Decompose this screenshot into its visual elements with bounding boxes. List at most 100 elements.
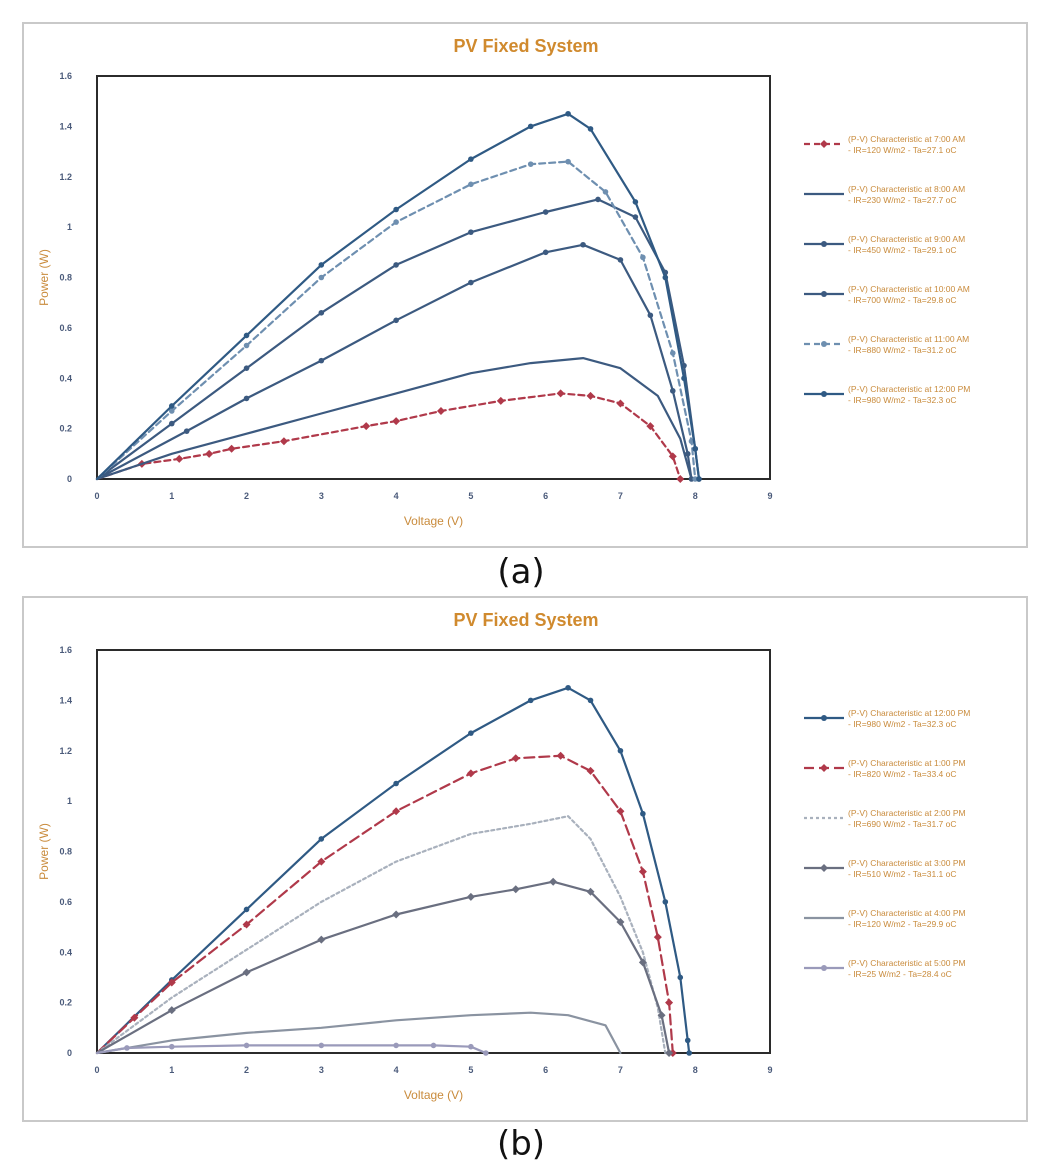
chart-0-series-4-point [565,158,571,165]
chart-0-x-tick-label: 8 [693,491,698,501]
chart-1-y-tick-label: 1.2 [59,746,72,756]
chart-0-series-2-line [95,243,693,481]
chart-1-series-3-point [167,1006,176,1015]
chart-0-y-axis-label: Power (W) [37,249,51,306]
chart-0-x-tick-label: 0 [94,491,99,501]
chart-0-series-5-line [95,112,701,481]
chart-1-series-0-line [95,686,691,1055]
chart-1-series-3-point [638,958,647,967]
chart-0-series-0-point [392,417,401,426]
chart-1-y-tick-label: 1.6 [59,645,72,655]
chart-1-series-1-point [665,998,674,1007]
chart-0-series-4-point [602,189,609,195]
chart-1-series-3-point [317,935,326,944]
chart-1-legend-2-label: (P-V) Characteristic at 2:00 PM - IR=690 … [848,808,966,829]
chart-1-y-tick-label: 1.4 [59,695,72,705]
chart-0-series-0-point [227,444,236,453]
chart-0-series-3-point [318,309,325,316]
chart-0-series-0-point [436,406,445,415]
chart-1-series-5-point [468,1043,474,1050]
chart-1-y-tick-label: 0.2 [59,998,72,1008]
chart-1-series-1-point [511,754,520,763]
chart-0-x-tick-label: 6 [543,491,548,501]
chart-1-series-0-point [565,684,571,691]
chart-0-series-5-point [468,156,474,162]
chart-0-series-5-point [632,199,639,205]
chart-0-legend-3-marker [821,291,827,297]
chart-1-x-tick-label: 7 [618,1065,623,1075]
pv-chart-a: PV Fixed System 0 1 2 3 4 5 6 7 8 9 0 0.2 0.4 0.6 0.8 1 1… [37,36,970,528]
chart-1-x-axis-label: Voltage (V) [404,1088,463,1102]
chart-0-series-2-point [468,279,474,286]
chart-0-series-2-point [183,428,190,434]
chart-0-legend-0-label: (P-V) Characteristic at 7:00 AM - IR=120 … [848,134,965,155]
chart-1-series-2-line [95,815,667,1055]
chart-0-legend-3-label: (P-V) Characteristic at 10:00 AM - IR=700… [848,284,970,305]
chart-1-series-5-line [95,1044,487,1055]
chart-1-legend-3-marker [820,864,828,872]
chart-0-legend-1-label: (P-V) Characteristic at 8:00 AM - IR=230 … [848,184,965,205]
chart-1-series-0-point [527,697,534,704]
chart-0-series-2-point [669,388,676,394]
chart-0-legend-0-marker [820,140,828,148]
chart-0-series-0-point [616,399,625,408]
chart-0-series-5-point [662,274,669,281]
chart-0-series-1-line [95,357,693,481]
chart-1-legend-4-label: (P-V) Characteristic at 4:00 PM - IR=120 … [848,908,966,929]
chart-0-series-3-line [95,198,701,481]
chart-0-series-5-point [243,332,250,339]
chart-1-legend-3-label: (P-V) Characteristic at 3:00 PM - IR=510 … [848,858,966,879]
chart-0-series-2-point [318,357,325,364]
chart-1-series-0-point [318,836,325,842]
chart-1-x-tick-label: 0 [94,1065,99,1075]
chart-1-series-0-point [686,1050,693,1056]
chart-0-series-3-point [393,262,399,268]
chart-0-y-tick-label: 1.6 [59,71,72,81]
chart-0-y-tick-label: 0.2 [59,424,72,434]
chart-0-series-0-line [95,392,682,481]
chart-1-series-5-point [318,1042,325,1049]
chart-1-series-5-point [393,1042,399,1049]
chart-1-y-tick-label: 0.6 [59,897,72,907]
chart-0-y-tick-label: 1 [67,222,72,232]
chart-0-legend-2-label: (P-V) Characteristic at 9:00 AM - IR=450 … [848,234,965,255]
chart-0-series-0-point [586,391,595,400]
chart-1-series-5-point [243,1042,250,1049]
chart-1-series-0-point [684,1037,691,1044]
chart-0-x-tick-label: 1 [169,491,174,501]
chart-1-y-tick-label: 0 [67,1048,72,1058]
chart-0-legend-2-marker [821,241,827,247]
chart-1-series-1-line [95,754,674,1055]
chart-0-series-0-point [646,422,655,431]
chart-1-legend-0-marker [821,715,827,721]
chart-0-series-5-point [393,206,399,213]
chart-0-x-tick-label: 3 [319,491,324,501]
chart-1-series-3-point [242,968,251,977]
chart-1-series-1-point [242,920,251,929]
chart-1-series-3-line [95,880,671,1055]
chart-0-series-0-point [496,396,505,405]
chart-1-series-3-point [616,918,625,927]
chart-0-series-0-point [556,389,565,398]
chart-1-series-3-point [392,910,401,919]
chart-0-series-5-point [696,476,702,482]
chart-0-series-4-point [468,181,474,188]
chart-1-x-tick-label: 9 [767,1065,772,1075]
chart-0-series-4-point [318,274,325,281]
chart-0-series-2-point [617,257,624,263]
chart-0-title: PV Fixed System [453,36,598,56]
chart-0-y-tick-label: 0.6 [59,323,72,333]
chart-0-series-4-point [669,350,676,356]
chart-1-series-5-point [483,1050,489,1056]
chart-1-series-1-point [586,766,595,775]
chart-1-series-1-point [556,751,565,760]
chart-1-x-tick-label: 5 [468,1065,473,1075]
chart-1-series-0-point [587,697,594,704]
chart-0-series-2-point [542,249,549,256]
chart-0-x-axis-label: Voltage (V) [404,514,463,528]
chart-1-y-tick-label: 0.8 [59,847,72,857]
chart-0-legend-5-marker [821,391,827,397]
chart-0-series-4-point [243,342,250,349]
chart-0-series-2-point [393,317,399,324]
chart-1-legend-0-label: (P-V) Characteristic at 12:00 PM - IR=980… [848,708,970,729]
